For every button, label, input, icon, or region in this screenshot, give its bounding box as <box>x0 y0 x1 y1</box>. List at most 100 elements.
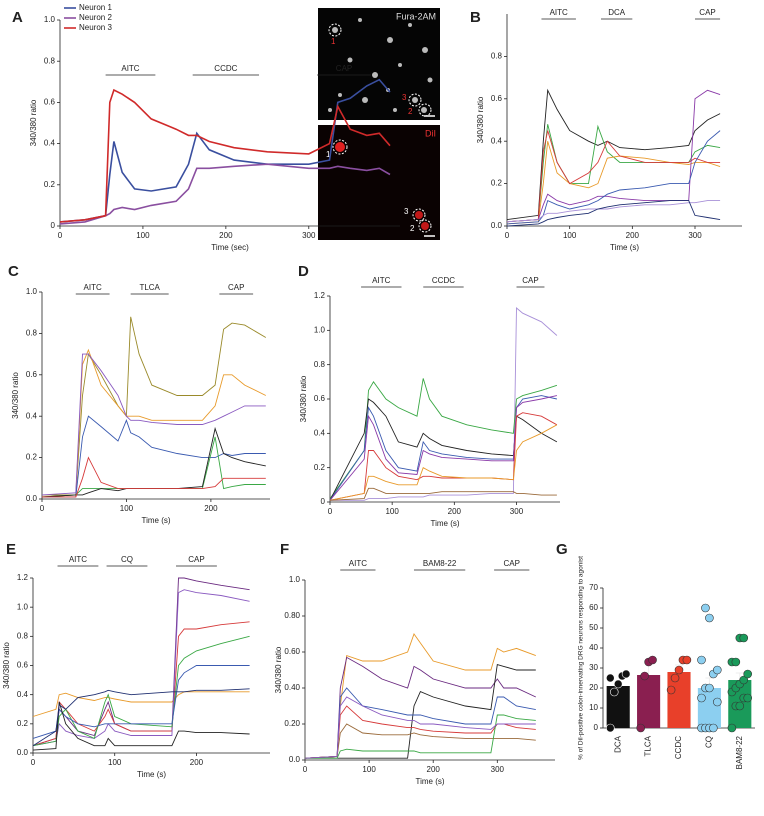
data-point <box>674 665 684 675</box>
x-tick-label: CCDC <box>674 736 683 759</box>
panel-letter: G <box>556 541 568 558</box>
data-point <box>605 673 615 683</box>
y-tick-label: 50 <box>589 623 598 632</box>
x-tick-label: 300 <box>688 231 702 240</box>
trace <box>32 635 250 747</box>
y-tick-label: 0.4 <box>44 139 56 148</box>
trace <box>329 424 558 501</box>
y-tick-label: 0.0 <box>17 748 29 757</box>
cell-number: 3 <box>404 207 409 216</box>
data-point <box>648 655 657 665</box>
y-tick-label: 0.0 <box>491 221 503 230</box>
stimulus-label: CAP <box>522 276 538 285</box>
bar <box>606 686 630 728</box>
x-tick-label: 200 <box>204 504 218 513</box>
y-tick-label: 0.2 <box>314 463 326 472</box>
stimulus-label: CAP <box>188 555 204 564</box>
trace <box>32 688 250 747</box>
trace <box>59 88 391 223</box>
x-axis-label: Time (s) <box>430 519 459 528</box>
y-axis-label: 340/380 ratio <box>299 375 308 422</box>
stimulus-label: AITC <box>372 276 390 285</box>
trace <box>32 701 250 751</box>
y-tick-label: 0.40 <box>284 683 300 692</box>
data-point <box>743 669 753 679</box>
y-tick-label: 0.8 <box>44 56 56 65</box>
stimulus-label: AITC <box>349 559 367 568</box>
data-point <box>613 679 623 689</box>
y-tick-label: 0.2 <box>26 453 38 462</box>
x-tick-label: 200 <box>448 507 462 516</box>
x-tick-label: 0 <box>328 507 333 516</box>
stimulus-label: CAP <box>504 559 520 568</box>
panel-letter: F <box>280 541 289 558</box>
stimulus-label: CQ <box>121 555 133 564</box>
y-tick-label: 20 <box>589 683 598 692</box>
data-point <box>727 723 737 733</box>
stimulus-label: TLCA <box>139 283 160 292</box>
panel-letter: D <box>298 263 309 280</box>
data-point <box>735 701 745 711</box>
cell-ring <box>332 139 348 155</box>
y-tick-label: 1.0 <box>44 15 56 24</box>
data-point <box>605 723 615 733</box>
y-tick-label: 0.4 <box>491 136 503 145</box>
stimulus-label: AITC <box>121 64 139 73</box>
bar <box>667 672 691 728</box>
stimulus-label: CCDC <box>432 276 455 285</box>
y-tick-label: 1.2 <box>17 573 29 582</box>
trace <box>329 398 558 501</box>
y-tick-label: 0.6 <box>491 94 503 103</box>
y-tick-label: 0 <box>51 221 56 230</box>
trace <box>32 589 250 747</box>
y-tick-label: 60 <box>589 603 598 612</box>
data-point <box>670 673 680 683</box>
data-point <box>636 723 645 733</box>
cell-ring <box>418 103 432 117</box>
data-point <box>705 683 714 693</box>
cell-number: 2 <box>408 107 413 116</box>
stimulus-label: DCA <box>608 8 626 17</box>
y-axis-label: 340/380 ratio <box>274 646 283 693</box>
cell-number: 1 <box>331 37 336 46</box>
x-tick-label: 300 <box>302 231 316 240</box>
x-tick-label: 200 <box>190 758 204 767</box>
x-tick-label: 0 <box>40 504 45 513</box>
trace <box>506 88 721 221</box>
x-tick-label: 300 <box>491 765 505 774</box>
x-tick-label: 300 <box>510 507 524 516</box>
trace <box>506 130 721 225</box>
cell-ring <box>418 219 432 233</box>
y-tick-label: 1.0 <box>289 575 301 584</box>
y-tick-label: 0.8 <box>314 360 326 369</box>
trace <box>41 348 266 498</box>
y-tick-label: 40 <box>589 643 598 652</box>
panel-letter: A <box>12 9 23 26</box>
stimulus-label: CCDC <box>214 64 237 73</box>
legend-label: Neuron 3 <box>79 23 112 32</box>
trace <box>329 487 557 501</box>
data-point <box>697 655 706 665</box>
cell-ring <box>412 208 426 222</box>
x-axis-label: Time (s) <box>415 777 444 786</box>
x-tick-label: 100 <box>108 758 122 767</box>
trace <box>32 621 250 747</box>
x-tick-label: 200 <box>626 231 640 240</box>
x-tick-label: 0 <box>31 758 36 767</box>
x-tick-label: 100 <box>385 507 399 516</box>
y-tick-label: 0.6 <box>26 370 38 379</box>
trace <box>329 378 558 499</box>
data-point <box>713 665 722 675</box>
y-tick-label: 0.6 <box>314 394 326 403</box>
stimulus-label: AITC <box>550 8 568 17</box>
y-tick-label: 1.2 <box>314 291 326 300</box>
x-tick-label: 0 <box>58 231 63 240</box>
data-point <box>713 697 722 707</box>
x-tick-label: 100 <box>362 765 376 774</box>
data-point <box>682 655 692 665</box>
cell-number: 2 <box>410 224 415 233</box>
trace <box>42 415 266 498</box>
trace <box>305 664 536 759</box>
trace <box>329 395 557 501</box>
